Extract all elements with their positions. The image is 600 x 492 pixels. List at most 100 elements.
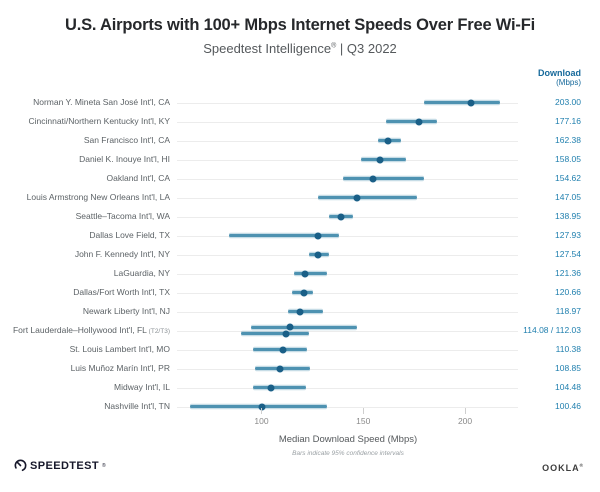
chart-row: St. Louis Lambert Int'l, MO 110.38 [0,340,581,359]
confidence-interval-bar [294,272,327,275]
row-leader-line [177,102,518,104]
median-speed-dot [467,99,475,106]
axis-tick-mark [465,408,467,414]
ookla-logo: OOKLA® [542,463,583,473]
download-speed-value: 108.85 [555,363,581,374]
confidence-interval-bar [361,158,406,161]
download-speed-value: 114.08 / 112.03 [523,325,581,336]
download-speed-value: 127.93 [555,230,581,241]
chart-row: LaGuardia, NY 121.36 [0,264,581,283]
chart-row: San Francisco Int'l, CA 162.38 [0,131,581,150]
airport-label: Daniel K. Inouye Int'l, HI [79,154,170,165]
median-speed-dot [286,323,294,331]
confidence-interval-bar [318,196,418,199]
row-plot-area [176,245,520,264]
airport-label: John F. Kennedy Int'l, NY [74,249,170,260]
axis-tick-mark [261,408,263,414]
airport-label: Midway Int'l, IL [114,382,170,393]
chart-row: John F. Kennedy Int'l, NY 127.54 [0,245,581,264]
chart-row: Fort Lauderdale–Hollywood Int'l, FL (T2/… [0,321,581,340]
chart-title: U.S. Airports with 100+ Mbps Internet Sp… [65,16,535,34]
chart-row: Oakland Int'l, CA 154.62 [0,169,581,188]
airport-label: Dallas Love Field, TX [89,230,170,241]
confidence-interval-bar [228,234,339,237]
row-plot-area [176,188,520,207]
subtitle-brand: Speedtest Intelligence [203,41,332,56]
median-speed-dot [314,232,322,239]
median-speed-dot [314,251,322,258]
download-speed-value: 138.95 [555,211,581,222]
median-speed-dot [258,403,266,410]
registered-mark: ® [331,42,337,50]
median-speed-dot [301,270,309,277]
subtitle-period: | Q3 2022 [336,41,397,56]
row-plot-area [176,340,520,359]
confidence-interval-bar [241,332,310,335]
confidence-interval-note: Bars indicate 95% confidence intervals [292,450,404,457]
download-speed-value: 100.46 [555,401,581,412]
airport-label: San Francisco Int'l, CA [83,135,170,146]
row-leader-line [177,273,518,275]
download-speed-value: 118.97 [555,306,581,317]
download-speed-value: 127.54 [555,249,581,260]
airport-label: Fort Lauderdale–Hollywood Int'l, FL (T2/… [12,324,170,335]
row-leader-line [177,140,518,142]
row-leader-line [177,330,518,332]
chart-row: Newark Liberty Int'l, NJ 118.97 [0,302,581,321]
median-speed-dot [415,118,423,125]
download-speed-value: 147.05 [555,192,581,203]
terminal-suffix: (T2/T3) [146,327,170,335]
download-speed-value: 203.00 [555,97,581,108]
airport-label: Newark Liberty Int'l, NJ [82,306,170,317]
row-leader-line [177,159,518,161]
confidence-interval-bar [342,177,425,180]
row-plot-area [176,169,520,188]
row-leader-line [177,292,518,294]
download-speed-value: 121.36 [555,268,581,279]
row-leader-line [177,311,518,313]
airport-label: Louis Armstrong New Orleans Int'l, LA [26,192,170,203]
row-plot-area [176,226,520,245]
row-leader-line [177,254,518,256]
x-axis-label: Median Download Speed (Mbps) [278,434,418,445]
airport-label: Oakland Int'l, CA [106,173,170,184]
median-speed-dot [384,137,392,144]
airport-label: St. Louis Lambert Int'l, MO [69,344,170,355]
row-plot-area [176,359,520,378]
chart-row: Luis Muñoz Marín Int'l, PR 108.85 [0,359,581,378]
row-leader-line [177,368,518,370]
download-speed-value: 110.38 [555,344,581,355]
row-plot-area [176,264,520,283]
row-leader-line [177,406,518,408]
median-speed-dot [267,384,275,391]
chart-subtitle: Speedtest Intelligence® | Q3 2022 [0,41,600,56]
ookla-registered-icon: ® [579,463,583,468]
row-leader-line [177,235,518,237]
chart-row: Cincinnati/Northern Kentucky Int'l, KY 17… [0,112,581,131]
download-speed-value: 154.62 [555,173,581,184]
median-speed-dot [296,308,304,315]
confidence-interval-bar [424,101,500,104]
median-speed-dot [376,156,384,163]
chart-row: Seattle–Tacoma Int'l, WA 138.95 [0,207,581,226]
download-header-line2: (Mbps) [556,78,581,87]
chart-row: Dallas/Fort Worth Int'l, TX 120.66 [0,283,581,302]
median-speed-dot [337,213,345,220]
download-column-header: Download (Mbps) [538,68,581,88]
download-header-line1: Download [538,68,581,78]
row-plot-area [176,378,520,397]
row-plot-area [176,150,520,169]
airport-label: Seattle–Tacoma Int'l, WA [75,211,170,222]
chart-row: Dallas Love Field, TX 127.93 [0,226,581,245]
row-plot-area [176,397,520,416]
download-speed-value: 104.48 [555,382,581,393]
speedtest-logo: SPEEDTEST ® [14,459,106,472]
median-speed-dot [369,175,377,182]
row-leader-line [177,121,518,123]
chart-row: Nashville Int'l, TN 100.46 [0,397,581,416]
chart-row: Daniel K. Inouye Int'l, HI 158.05 [0,150,581,169]
row-plot-area [176,283,520,302]
row-leader-line [177,349,518,351]
chart-row: Norman Y. Mineta San José Int'l, CA 203.0… [0,93,581,112]
chart-row: Midway Int'l, IL 104.48 [0,378,581,397]
